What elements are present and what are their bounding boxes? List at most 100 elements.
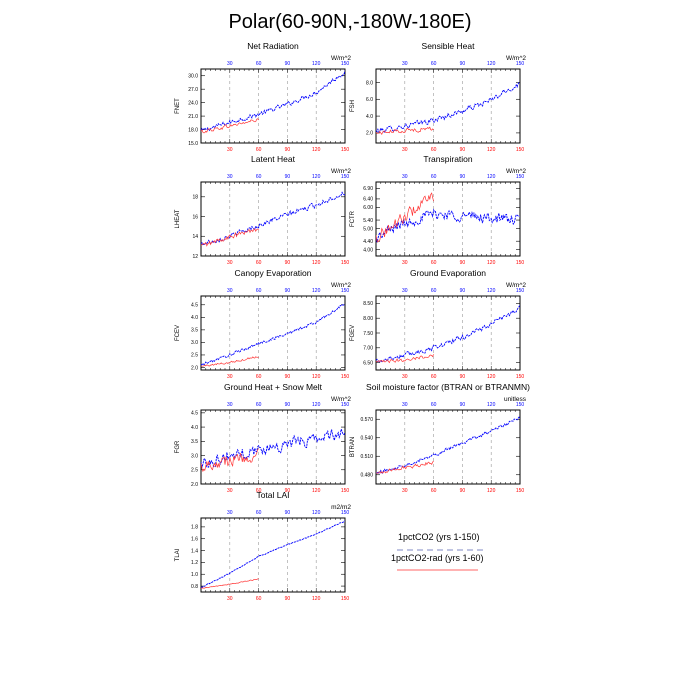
panel-units-fsh: W/m^2 xyxy=(506,55,526,62)
xtick-top-fctr-1: 60 xyxy=(431,174,437,180)
panel-units-tlai: m2/m2 xyxy=(331,504,351,511)
xtick-bottom-fnet-3: 120 xyxy=(312,147,321,153)
ytick-label-fnet-2: 21.0 xyxy=(188,114,198,120)
xtick-bottom-fcev-2: 90 xyxy=(285,374,291,380)
xtick-top-fsh-0: 30 xyxy=(402,61,408,67)
panel-title-fsh: Sensible Heat xyxy=(422,41,476,51)
ytick-label-tlai-5: 1.8 xyxy=(191,525,198,531)
xtick-top-tlai-0: 30 xyxy=(227,510,233,516)
ytick-label-lheat-3: 18 xyxy=(192,195,198,201)
xtick-top-fnet-1: 60 xyxy=(256,61,262,67)
ytick-label-fsh-1: 4.0 xyxy=(366,114,373,120)
ytick-label-lheat-2: 16 xyxy=(192,214,198,220)
xtick-bottom-fnet-1: 60 xyxy=(256,147,262,153)
ytick-label-fctr-2: 5.00 xyxy=(363,226,373,232)
ytick-label-fcev-1: 2.5 xyxy=(191,353,198,359)
ytick-label-fcev-2: 3.0 xyxy=(191,340,198,346)
series-line-1pctco2-rad-fgr xyxy=(201,448,259,473)
panel-frame-fctr xyxy=(375,181,521,257)
xtick-top-fcev-2: 90 xyxy=(285,288,291,294)
panel-frame-fcev xyxy=(200,295,346,371)
xtick-bottom-btran-0: 30 xyxy=(402,488,408,494)
ytick-label-tlai-3: 1.4 xyxy=(191,548,198,554)
panel-fsh: Sensible Heat W/m^2 FSH 30 30 60 60 90 90 120 120 1… xyxy=(350,41,526,153)
panel-units-lheat: W/m^2 xyxy=(331,168,351,175)
ytick-label-fctr-1: 4.40 xyxy=(363,239,373,245)
xtick-top-fsh-4: 150 xyxy=(516,61,525,67)
panel-frame-tlai xyxy=(200,517,346,593)
xtick-bottom-lheat-4: 150 xyxy=(341,260,350,266)
panel-title-btran: Soil moisture factor (BTRAN or BTRANMN) xyxy=(366,382,530,392)
xtick-bottom-fgev-3: 120 xyxy=(487,374,496,380)
xtick-top-btran-0: 30 xyxy=(402,402,408,408)
xtick-top-lheat-1: 60 xyxy=(256,174,262,180)
ytick-label-fsh-3: 8.0 xyxy=(366,80,373,86)
xtick-top-fctr-4: 150 xyxy=(516,174,525,180)
xtick-bottom-lheat-3: 120 xyxy=(312,260,321,266)
xtick-top-fctr-3: 120 xyxy=(487,174,496,180)
series-line-1pctco2-btran xyxy=(376,416,520,474)
xtick-bottom-fcev-0: 30 xyxy=(227,374,233,380)
panel-frame-fgev xyxy=(375,295,521,371)
panel-ylabel-fgr: FGR xyxy=(175,440,181,453)
ytick-label-tlai-1: 1.0 xyxy=(191,572,198,578)
xtick-bottom-lheat-0: 30 xyxy=(227,260,233,266)
series-line-1pctco2-rad-fgev xyxy=(376,354,434,364)
ytick-label-fcev-3: 3.5 xyxy=(191,328,198,334)
panel-ylabel-tlai: TLAI xyxy=(175,548,181,561)
panel-units-fctr: W/m^2 xyxy=(506,168,526,175)
xtick-top-lheat-4: 150 xyxy=(341,174,350,180)
xtick-bottom-fgr-1: 60 xyxy=(256,488,262,494)
xtick-bottom-btran-1: 60 xyxy=(431,488,437,494)
ytick-label-fnet-4: 27.0 xyxy=(188,87,198,93)
xtick-bottom-lheat-2: 90 xyxy=(285,260,291,266)
xtick-top-fcev-1: 60 xyxy=(256,288,262,294)
ytick-label-fctr-5: 6.40 xyxy=(363,197,373,203)
series-line-1pctco2-rad-lheat xyxy=(201,228,259,247)
xtick-top-fnet-4: 150 xyxy=(341,61,350,67)
series-line-1pctco2-rad-tlai xyxy=(201,578,259,589)
series-line-1pctco2-rad-fctr xyxy=(376,192,434,243)
panel-fcev: Canopy Evaporation W/m^2 FCEV 30 30 60 60 90 90 1… xyxy=(175,268,351,380)
ytick-label-lheat-0: 12 xyxy=(192,254,198,260)
xtick-top-fnet-2: 90 xyxy=(285,61,291,67)
xtick-bottom-fctr-2: 90 xyxy=(460,260,466,266)
ytick-label-fgr-5: 4.5 xyxy=(191,411,198,417)
xtick-bottom-tlai-3: 120 xyxy=(312,596,321,602)
xtick-top-fnet-3: 120 xyxy=(312,61,321,67)
panel-ylabel-btran: BTRAN xyxy=(350,437,356,457)
ytick-label-fgev-2: 7.50 xyxy=(363,331,373,337)
ytick-label-btran-3: 0.570 xyxy=(360,417,373,423)
xtick-bottom-fsh-3: 120 xyxy=(487,147,496,153)
xtick-bottom-fsh-1: 60 xyxy=(431,147,437,153)
xtick-bottom-fctr-0: 30 xyxy=(402,260,408,266)
series-line-1pctco2-lheat xyxy=(201,191,345,246)
xtick-top-fgr-1: 60 xyxy=(256,402,262,408)
panel-title-fcev: Canopy Evaporation xyxy=(234,268,311,278)
series-line-1pctco2-tlai xyxy=(201,520,345,588)
ytick-label-fsh-0: 2.0 xyxy=(366,131,373,137)
xtick-bottom-fgr-2: 90 xyxy=(285,488,291,494)
panel-lheat: Latent Heat W/m^2 LHEAT 30 30 60 60 90 90 120 120 1… xyxy=(175,154,351,266)
ytick-label-fnet-1: 18.0 xyxy=(188,127,198,133)
xtick-bottom-lheat-1: 60 xyxy=(256,260,262,266)
ytick-label-fgr-1: 2.5 xyxy=(191,468,198,474)
xtick-top-tlai-4: 150 xyxy=(341,510,350,516)
series-line-1pctco2-rad-fcev xyxy=(201,356,259,367)
xtick-top-lheat-2: 90 xyxy=(285,174,291,180)
xtick-bottom-fsh-4: 150 xyxy=(516,147,525,153)
ytick-label-fgev-1: 7.00 xyxy=(363,346,373,352)
panel-ylabel-fsh: FSH xyxy=(350,100,356,112)
ytick-label-fgr-2: 3.0 xyxy=(191,453,198,459)
xtick-top-tlai-2: 90 xyxy=(285,510,291,516)
xtick-bottom-fnet-0: 30 xyxy=(227,147,233,153)
ytick-label-tlai-2: 1.2 xyxy=(191,560,198,566)
ytick-label-tlai-0: 0.8 xyxy=(191,584,198,590)
panel-units-fnet: W/m^2 xyxy=(331,55,351,62)
xtick-bottom-fnet-2: 90 xyxy=(285,147,291,153)
xtick-bottom-fgr-3: 120 xyxy=(312,488,321,494)
xtick-bottom-btran-2: 90 xyxy=(460,488,466,494)
panel-tlai: Total LAI m2/m2 TLAI 30 30 60 60 90 90 120 120 150 1… xyxy=(175,490,351,602)
ytick-label-fctr-3: 5.40 xyxy=(363,218,373,224)
panel-title-fctr: Transpiration xyxy=(423,154,473,164)
